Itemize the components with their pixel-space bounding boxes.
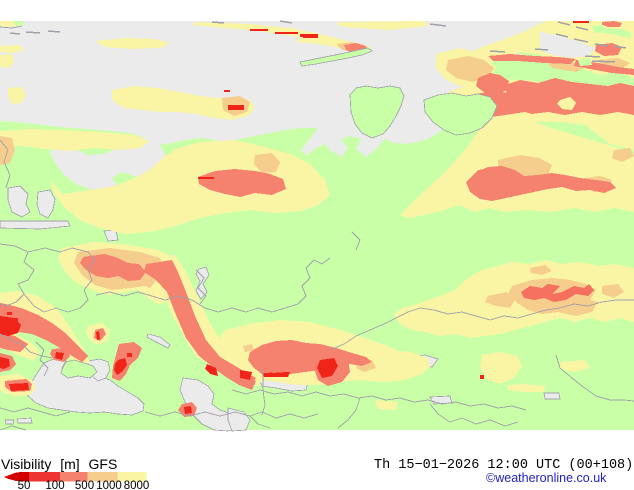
svg-text:Th 15−01−2026 12:00 UTC (00+10: Th 15−01−2026 12:00 UTC (00+108) (374, 458, 633, 473)
svg-text:©weatheronline.co.uk: ©weatheronline.co.uk (486, 471, 607, 485)
svg-text:Visibility [m] GFS: Visibility [m] GFS (1, 456, 117, 472)
svg-text:50: 50 (18, 480, 31, 490)
svg-text:500: 500 (75, 480, 94, 490)
svg-text:1000: 1000 (96, 480, 122, 490)
svg-text:100: 100 (45, 480, 64, 490)
svg-text:8000: 8000 (124, 480, 150, 490)
